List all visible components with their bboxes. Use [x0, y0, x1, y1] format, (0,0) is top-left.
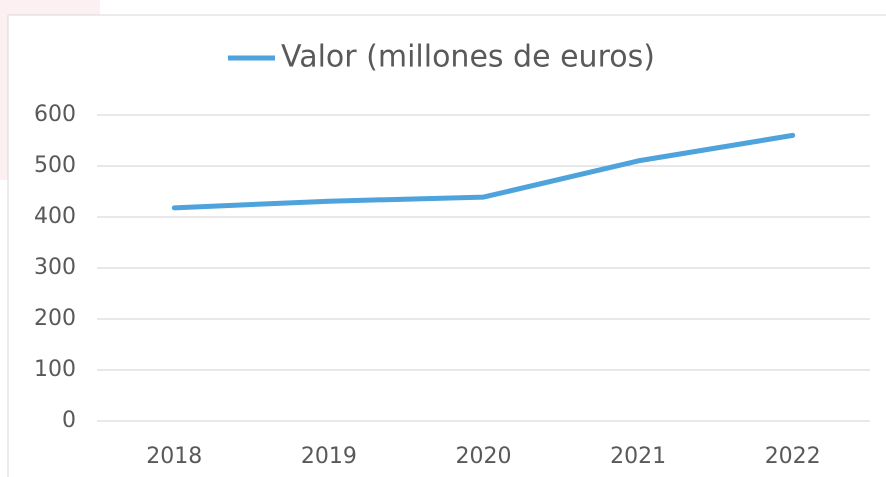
y-tick-label: 100 — [34, 357, 76, 382]
y-tick-label: 300 — [34, 255, 76, 280]
x-tick-label: 2018 — [146, 444, 202, 469]
legend: Valor (millones de euros) — [228, 40, 655, 75]
y-tick-label: 0 — [62, 408, 76, 433]
y-tick-label: 200 — [34, 306, 76, 331]
x-tick-label: 2020 — [456, 444, 512, 469]
x-tick-label: 2021 — [610, 444, 666, 469]
y-tick-label: 400 — [34, 204, 76, 229]
data-line — [171, 132, 796, 211]
background-tint — [0, 0, 100, 15]
x-tick-label: 2019 — [301, 444, 357, 469]
y-tick-label: 600 — [34, 102, 76, 127]
y-tick-label: 500 — [34, 153, 76, 178]
legend-label: Valor (millones de euros) — [281, 40, 655, 75]
x-tick-label: 2022 — [765, 444, 821, 469]
background-tint — [0, 0, 8, 180]
